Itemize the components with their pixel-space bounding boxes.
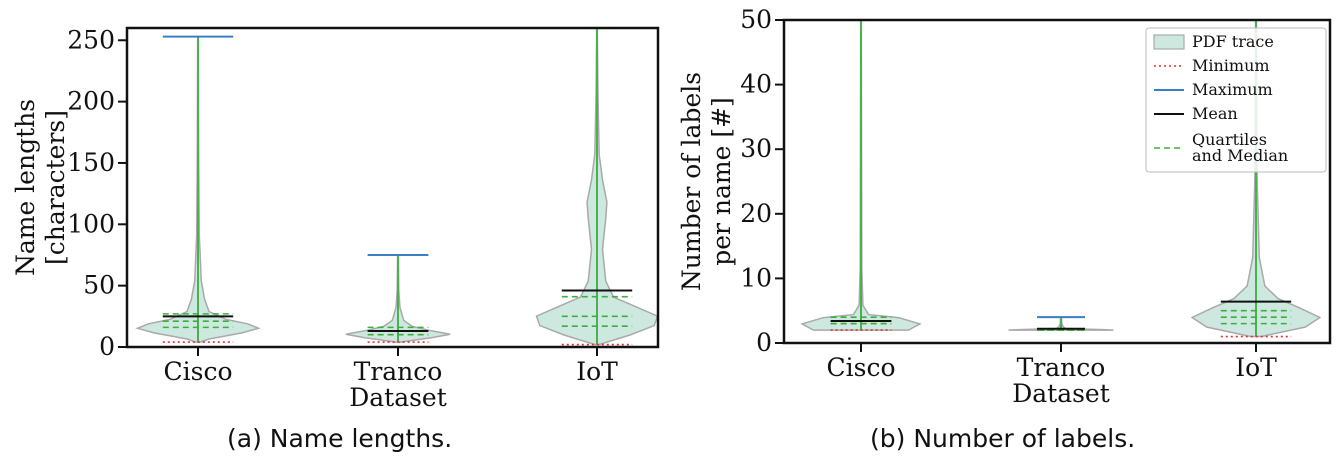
y-tick-label: 50 xyxy=(740,5,772,34)
panel-name-lengths: 0 50 100 150 200 250 Name lengths[characters] C… xyxy=(11,25,660,412)
y-tick-label: 50 xyxy=(83,271,115,300)
legend-label: PDF trace xyxy=(1192,32,1274,51)
legend-box xyxy=(1145,27,1327,173)
legend-label: Minimum xyxy=(1192,56,1270,75)
x-tick-label: IoT xyxy=(576,357,618,386)
plot-frame xyxy=(125,26,660,349)
x-tick-label: Cisco xyxy=(163,357,232,386)
legend-label: Mean xyxy=(1192,104,1238,123)
y-tick-label: 40 xyxy=(740,70,772,99)
y-tick-label: 200 xyxy=(67,87,115,116)
legend-label: Quartiles and Median xyxy=(1192,130,1288,165)
y-tick-label: 0 xyxy=(756,328,772,357)
x-tick-label: Tranco Dataset xyxy=(1012,353,1110,408)
caption-a: (a) Name lengths. xyxy=(227,424,453,453)
y-tick-label: 150 xyxy=(67,148,115,177)
legend: PDF trace Minimum Maximum Mean Quartiles and … xyxy=(1145,27,1327,173)
x-tick-label: Cisco xyxy=(826,353,895,382)
panel-label-counts: 0 10 20 30 40 50 Number of labelsper name [#] C… xyxy=(677,5,1332,408)
y-tick-label: 0 xyxy=(99,332,115,361)
y-tick-label: 10 xyxy=(740,263,772,292)
y-axis-label: Name lengths[characters] xyxy=(11,99,70,276)
y-tick-label: 100 xyxy=(67,209,115,238)
caption-b: (b) Number of labels. xyxy=(870,424,1136,453)
y-tick-label: 250 xyxy=(67,25,115,54)
y-axis-label: Number of labelsper name [#] xyxy=(677,72,736,291)
plot-frame xyxy=(782,18,1332,345)
legend-label: Maximum xyxy=(1192,80,1273,99)
y-tick-label: 20 xyxy=(740,199,772,228)
legend-swatch-pdf xyxy=(1153,34,1185,50)
y-tick-label: 30 xyxy=(740,134,772,163)
x-tick-label: IoT xyxy=(1235,353,1277,382)
x-tick-label: Tranco Dataset xyxy=(349,357,447,412)
